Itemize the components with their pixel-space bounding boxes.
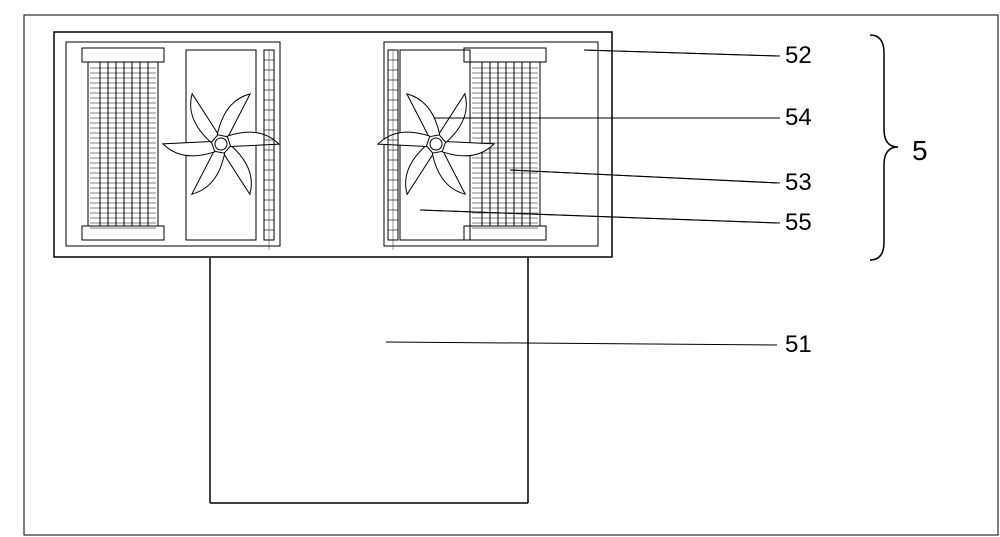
callout-label: 51 xyxy=(785,331,812,358)
callout-label: 52 xyxy=(785,42,812,69)
callout-label: 54 xyxy=(785,104,812,131)
group-label: 5 xyxy=(912,135,928,166)
callout-label: 53 xyxy=(785,169,812,196)
engineering-diagram: 52 54 53 55 51 5 xyxy=(0,0,1000,537)
callout-label: 55 xyxy=(785,209,812,236)
